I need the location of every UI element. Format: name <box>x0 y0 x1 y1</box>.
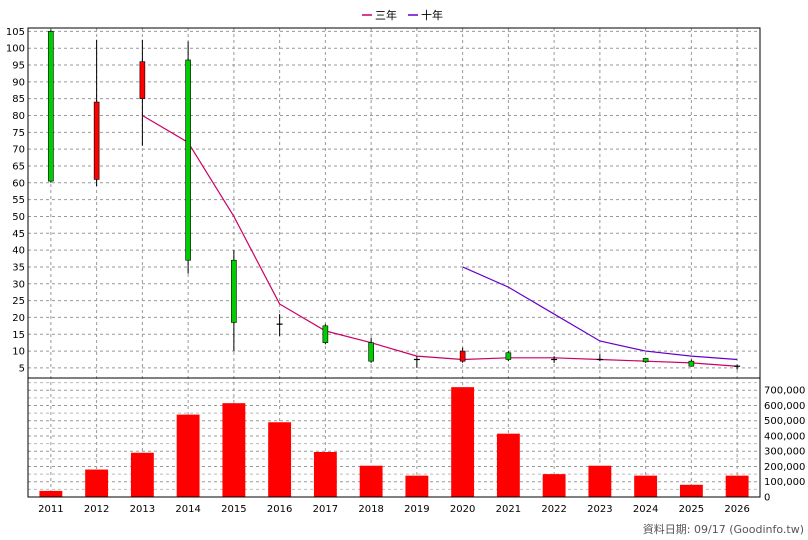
volume-tick-label: 400,000 <box>764 431 805 442</box>
price-tick-label: 60 <box>12 178 25 189</box>
x-tick-label: 2012 <box>84 504 109 515</box>
x-tick-label: 2017 <box>313 504 338 515</box>
volume-bar <box>313 451 337 497</box>
price-tick-label: 70 <box>12 145 25 156</box>
price-tick-label: 65 <box>12 161 25 172</box>
volume-bar <box>85 469 109 497</box>
ma-line-3y <box>142 114 738 367</box>
price-tick-label: 20 <box>12 313 25 324</box>
price-tick-label: 100 <box>6 44 25 55</box>
volume-bar <box>451 387 475 497</box>
x-tick-label: 2013 <box>130 504 155 515</box>
price-tick-label: 105 <box>6 27 25 38</box>
x-tick-label: 2016 <box>267 504 292 515</box>
price-tick-label: 85 <box>12 94 25 105</box>
candle-body <box>185 59 191 261</box>
price-tick-label: 45 <box>12 229 25 240</box>
price-tick-label: 90 <box>12 77 25 88</box>
volume-bar <box>130 452 154 497</box>
price-tick-label: 80 <box>12 111 25 122</box>
price-tick-label: 95 <box>12 61 25 72</box>
x-tick-label: 2014 <box>175 504 200 515</box>
volume-tick-label: 200,000 <box>764 462 805 473</box>
ma-line-10y <box>462 266 738 361</box>
price-tick-label: 40 <box>12 246 25 257</box>
volume-bar <box>542 474 566 497</box>
candle-body <box>688 360 695 367</box>
chart-legend: 三年 十年 <box>362 8 443 22</box>
volume-tick-label: 300,000 <box>764 447 805 458</box>
candle-body <box>322 325 329 343</box>
volume-bar <box>679 484 703 497</box>
plot-frame <box>27 27 761 498</box>
plot-area: 5101520253035404550556065707580859095100… <box>6 27 805 515</box>
x-tick-label: 2011 <box>38 504 63 515</box>
price-tick-label: 5 <box>19 363 25 374</box>
volume-bar <box>359 465 383 497</box>
legend-label-10y: 十年 <box>421 8 443 22</box>
volume-bar <box>268 422 292 497</box>
price-tick-label: 15 <box>12 330 25 341</box>
volume-bar <box>588 465 612 497</box>
candle-body <box>642 358 649 363</box>
x-tick-label: 2026 <box>724 504 749 515</box>
volume-bar <box>222 403 246 497</box>
candle-body <box>368 342 374 362</box>
candle-body <box>505 352 512 360</box>
candle-body <box>459 350 466 362</box>
x-tick-label: 2018 <box>358 504 383 515</box>
price-tick-label: 75 <box>12 128 25 139</box>
volume-bar <box>176 414 200 497</box>
price-tick-label: 50 <box>12 212 25 223</box>
price-tick-label: 10 <box>12 347 25 358</box>
x-tick-label: 2024 <box>633 504 658 515</box>
x-tick-label: 2022 <box>541 504 566 515</box>
price-tick-label: 30 <box>12 279 25 290</box>
price-tick-label: 25 <box>12 296 25 307</box>
volume-tick-label: 600,000 <box>764 401 805 412</box>
volume-bar <box>405 475 429 497</box>
data-date-footer: 資料日期: 09/17 (Goodinfo.tw) <box>642 523 804 536</box>
price-tick-label: 55 <box>12 195 25 206</box>
x-tick-label: 2023 <box>587 504 612 515</box>
volume-bar <box>39 490 63 497</box>
plot-background <box>28 28 760 497</box>
price-tick-label: 35 <box>12 262 25 273</box>
legend-label-3y: 三年 <box>375 8 397 22</box>
candle-body <box>93 101 100 180</box>
candle-body <box>48 31 54 182</box>
x-tick-label: 2025 <box>679 504 704 515</box>
volume-tick-label: 100,000 <box>764 477 805 488</box>
x-tick-label: 2015 <box>221 504 246 515</box>
candle-body <box>231 259 237 323</box>
volume-tick-label: 500,000 <box>764 416 805 427</box>
volume-tick-label: 700,000 <box>764 386 805 397</box>
volume-bar <box>634 475 658 497</box>
candle-body <box>139 61 146 99</box>
volume-bar <box>496 433 520 497</box>
volume-tick-label: 0 <box>764 493 770 504</box>
x-tick-label: 2019 <box>404 504 429 515</box>
x-tick-label: 2021 <box>496 504 521 515</box>
x-tick-label: 2020 <box>450 504 475 515</box>
volume-bar <box>725 475 749 497</box>
